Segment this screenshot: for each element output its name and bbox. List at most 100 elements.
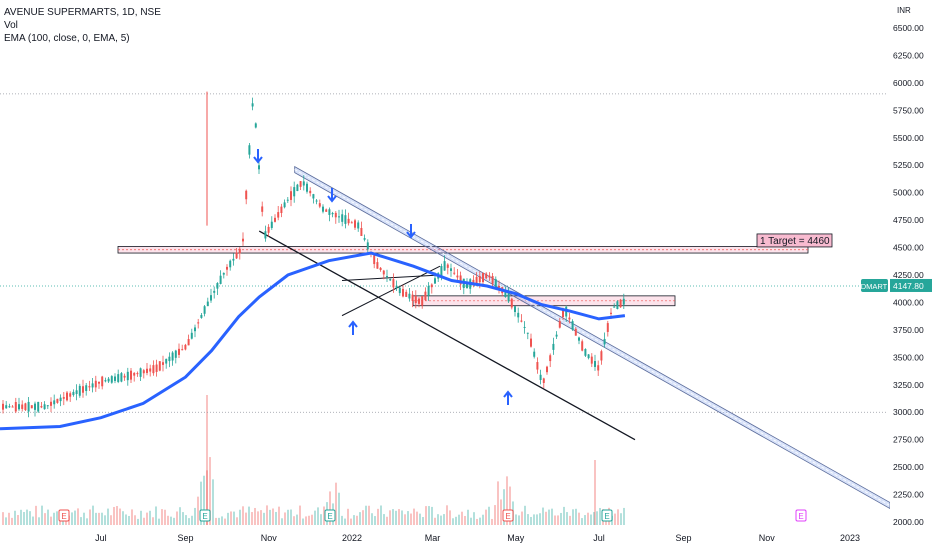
candle-body (264, 231, 267, 239)
volume-bar (542, 507, 544, 525)
candle-body (120, 373, 123, 382)
candle-body (418, 298, 420, 304)
volume-bar (527, 514, 529, 525)
upper-wedge-line (341, 265, 441, 317)
candle-body (53, 400, 56, 405)
candle-body (619, 299, 622, 308)
candle-body (562, 309, 564, 317)
earnings-marker (199, 509, 211, 522)
candle-body (466, 283, 468, 289)
candle-body (354, 220, 356, 228)
candle-body (315, 200, 318, 202)
candle-body (363, 238, 366, 240)
candle-body (11, 406, 14, 408)
volume-bar (266, 505, 268, 525)
candle-body (123, 375, 126, 378)
ema-legend[interactable]: EMA (100, close, 0, EMA, 5) (4, 33, 130, 44)
volume-spike (594, 460, 596, 525)
candle-body (558, 321, 561, 328)
volume-bar (446, 505, 448, 525)
ticker-badge (861, 278, 888, 292)
volume-bar (173, 517, 175, 525)
volume-bar (620, 513, 622, 525)
candle-body (82, 386, 84, 393)
candle-body (536, 362, 539, 370)
volume-bar (170, 516, 172, 525)
volume-bar (227, 512, 229, 525)
volume-bar (203, 475, 205, 525)
volume-bar (368, 505, 370, 525)
candle-body (43, 404, 46, 410)
time-axis[interactable]: Jul Sep Nov 2022 Mar May Jul Sep Nov 2023 (95, 533, 860, 543)
candle-body (578, 337, 580, 341)
volume-bar (578, 512, 580, 525)
candle-body (344, 215, 347, 224)
volume-bar (251, 512, 253, 525)
volume-bar (206, 470, 208, 525)
y-tick-label: 4500.00 (893, 243, 924, 253)
candle-body (24, 403, 27, 411)
volume-bar (92, 505, 94, 525)
volume-bar (530, 516, 532, 525)
last-price-badge (890, 278, 932, 292)
candle-body (5, 405, 8, 409)
volume-bar (215, 517, 217, 525)
candle-body (389, 278, 392, 281)
price-axis[interactable]: 6500.00 6250.00 6000.00 5750.00 5500.00 5250.… (890, 0, 932, 550)
volume-bar (362, 510, 364, 525)
volume-bar (146, 512, 148, 525)
candle-body (149, 368, 152, 372)
candle-body (328, 209, 331, 215)
volume-bar (56, 511, 58, 525)
earnings-marker-label: E (604, 512, 609, 521)
candle-body (286, 199, 289, 201)
volume-legend[interactable]: Vol (4, 20, 18, 31)
volume-bar (494, 505, 496, 525)
volume-bar (401, 510, 403, 525)
candle-body (110, 376, 113, 383)
candle-body (267, 226, 270, 233)
candle-body (453, 272, 456, 274)
candle-body (46, 405, 49, 407)
candle-body (475, 277, 478, 285)
volume-bar (482, 514, 484, 525)
volume-bar (188, 518, 190, 525)
candle-body (613, 306, 616, 308)
candle-body (430, 284, 433, 288)
volume-bar (581, 518, 583, 525)
volume-bar (404, 514, 406, 525)
axis-labels: 1 Target = 4460 DMART 4147.80 (756, 233, 932, 292)
candle-body (158, 361, 161, 371)
volume-bar (245, 512, 247, 525)
volume-bar (470, 517, 472, 525)
volume-bar (104, 515, 106, 525)
y-tick-label: 5750.00 (893, 105, 924, 115)
volume-bar (320, 514, 322, 525)
candle-body (290, 191, 292, 200)
earnings-marker (601, 509, 613, 522)
volume-bar (116, 506, 118, 525)
candle-body (526, 332, 529, 334)
volume-bar (536, 514, 538, 525)
volume-bar (464, 515, 466, 525)
candle-body (210, 295, 212, 301)
candle-body (78, 385, 81, 396)
volume-bar (617, 509, 619, 525)
candle-body (491, 276, 494, 284)
y-tick-label: 6500.00 (893, 23, 924, 33)
volume-bar (128, 515, 130, 525)
candle-body (30, 405, 33, 409)
candle-body (296, 184, 299, 192)
candle-body (277, 212, 280, 218)
volume-bar (191, 515, 193, 525)
volume-bar (41, 505, 43, 525)
earnings-marker-label: E (61, 512, 66, 521)
candle-body (114, 376, 116, 381)
candle-body (603, 338, 606, 345)
volume-spike (206, 395, 208, 525)
earnings-marker-label: E (202, 512, 207, 521)
candle-body (581, 341, 584, 351)
symbol-title[interactable]: AVENUE SUPERMARTS, 1D, NSE (4, 7, 161, 18)
volume-bar (176, 511, 178, 525)
